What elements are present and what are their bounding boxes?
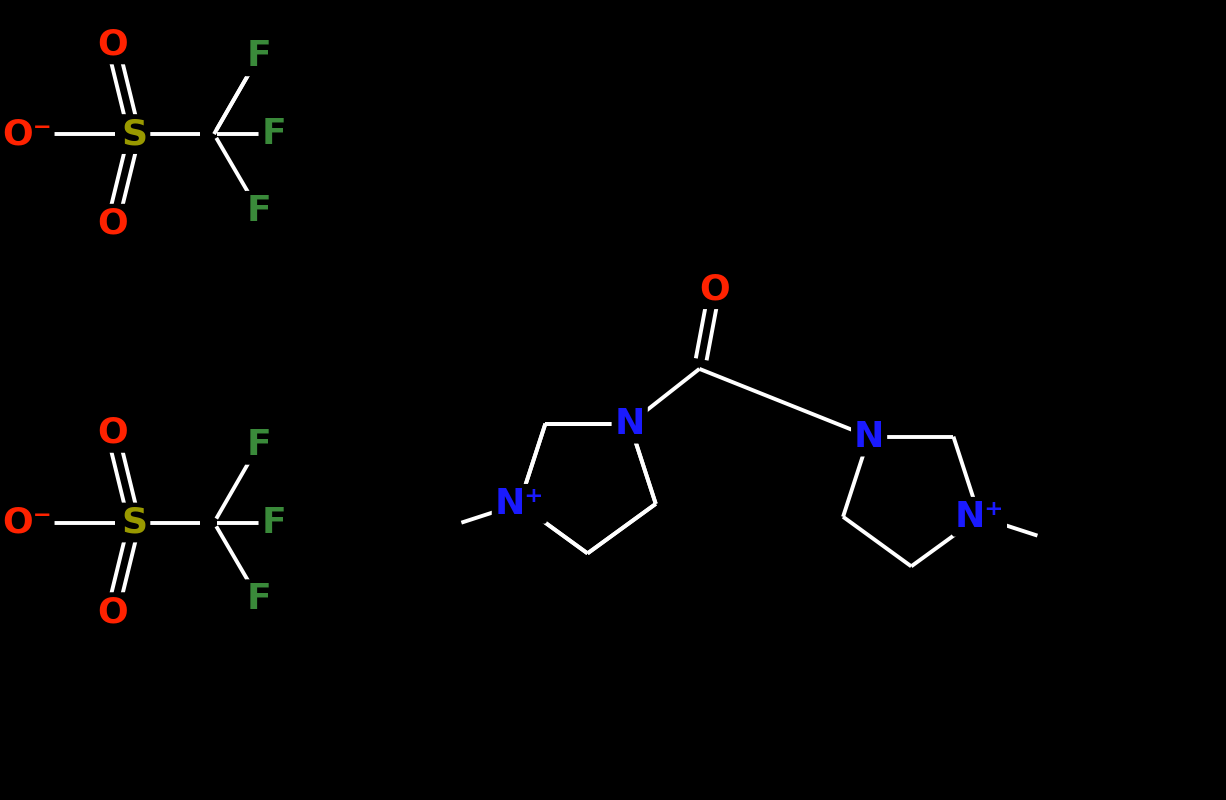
Text: F: F [246, 39, 271, 74]
Text: O: O [699, 272, 729, 306]
Text: O: O [97, 595, 128, 629]
Text: O: O [97, 27, 128, 62]
Text: F: F [246, 194, 271, 228]
Text: O: O [97, 416, 128, 450]
Text: O: O [97, 206, 128, 241]
Text: O⁻: O⁻ [2, 506, 51, 539]
Text: O⁻: O⁻ [2, 117, 51, 151]
Text: F: F [246, 428, 271, 462]
Text: N: N [855, 420, 884, 454]
Text: N: N [614, 406, 645, 441]
Text: S: S [121, 506, 147, 539]
Text: F: F [261, 117, 286, 151]
Text: F: F [261, 506, 286, 539]
Text: N⁺: N⁺ [955, 500, 1004, 534]
Text: N⁺: N⁺ [494, 487, 544, 521]
Text: S: S [121, 117, 147, 151]
Text: F: F [246, 582, 271, 616]
